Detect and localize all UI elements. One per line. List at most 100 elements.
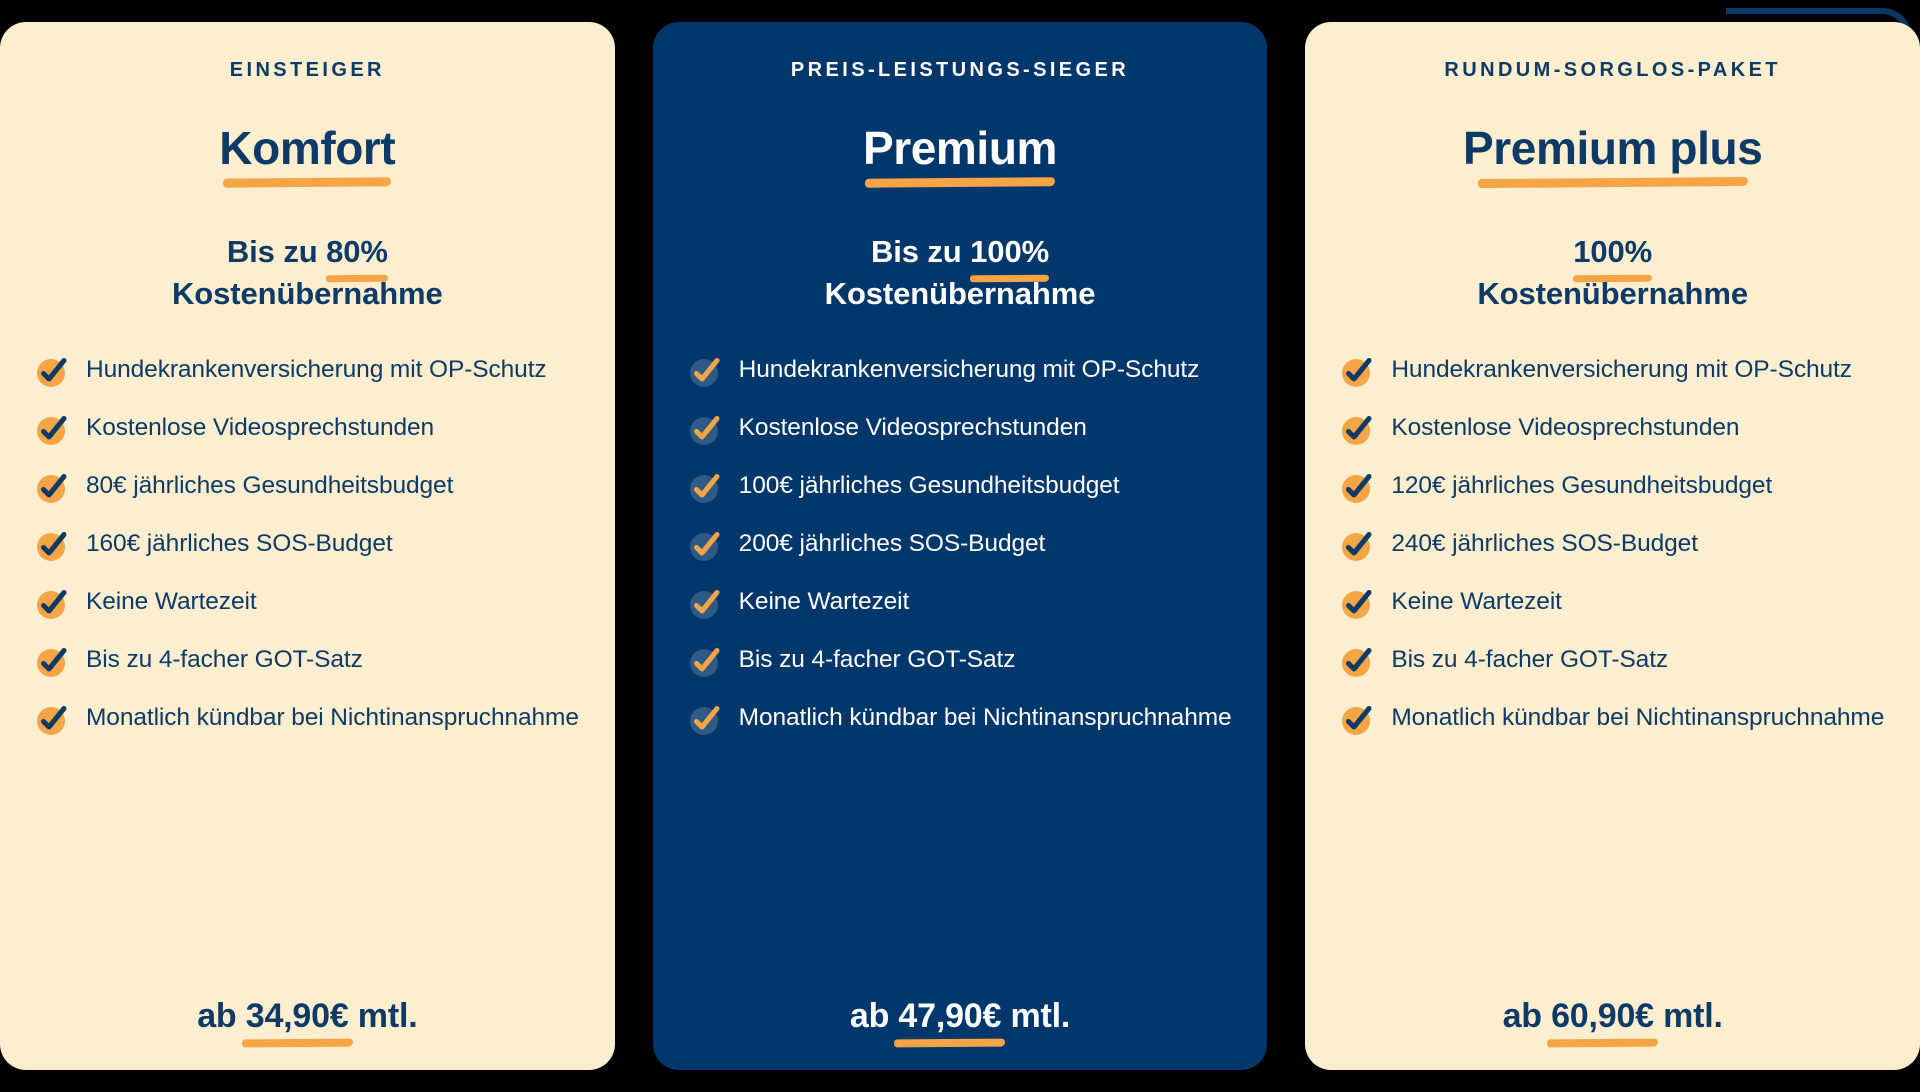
card-eyebrow: RUNDUM-SORGLOS-PAKET [1444, 59, 1781, 81]
price-prefix: ab [197, 997, 246, 1035]
list-item: 100€ jährliches Gesundheitsbudget [689, 468, 1260, 504]
check-icon [36, 354, 70, 388]
check-icon [689, 702, 723, 736]
feature-label: Hundekrankenversicherung mit OP-Schutz [1391, 355, 1852, 383]
list-item: 160€ jährliches SOS-Budget [36, 526, 607, 562]
check-icon [689, 644, 723, 678]
price-prefix: ab [849, 997, 899, 1035]
feature-list: Hundekrankenversicherung mit OP-Schutz K… [22, 352, 613, 758]
list-item: Bis zu 4-facher GOT-Satz [689, 642, 1260, 678]
list-item: 120€ jährliches Gesundheitsbudget [1341, 468, 1912, 504]
coverage-underline-brush [970, 274, 1050, 282]
coverage-prefix: Bis zu [870, 234, 971, 270]
price-suffix: mtl. [1001, 997, 1071, 1035]
price-text: ab 60,90€ mtl. [1502, 997, 1723, 1048]
price-amount: 47,90€ [898, 997, 1002, 1035]
coverage-highlight-group: 100% [1573, 231, 1653, 282]
feature-label: Monatlich kündbar bei Nichtinanspruchnah… [738, 703, 1232, 731]
coverage-underline-brush [1573, 274, 1653, 282]
check-icon [689, 528, 723, 562]
plan-title: Premium [862, 122, 1058, 174]
check-icon [1341, 528, 1375, 562]
check-icon [689, 412, 723, 446]
feature-list: Hundekrankenversicherung mit OP-Schutz K… [1327, 352, 1918, 758]
list-item: Hundekrankenversicherung mit OP-Schutz [36, 352, 607, 388]
list-item: Bis zu 4-facher GOT-Satz [1341, 642, 1912, 678]
check-icon [1341, 586, 1375, 620]
list-item: Monatlich kündbar bei Nichtinanspruchnah… [689, 700, 1260, 736]
price-amount: 60,90€ [1551, 997, 1654, 1035]
feature-label: Monatlich kündbar bei Nichtinanspruchnah… [1391, 703, 1885, 731]
price-text: ab 34,90€ mtl. [197, 997, 418, 1048]
check-icon [36, 528, 70, 562]
coverage-headline: 100% Kostenübernahme [1477, 231, 1748, 313]
check-icon [1341, 470, 1375, 504]
check-icon [1341, 702, 1375, 736]
coverage-prefix: Bis zu [226, 234, 327, 270]
feature-label: Hundekrankenversicherung mit OP-Schutz [86, 355, 547, 383]
feature-label: 80€ jährliches Gesundheitsbudget [86, 471, 454, 499]
check-icon [36, 702, 70, 736]
coverage-highlight: 100% [970, 234, 1050, 270]
price-suffix: mtl. [348, 997, 418, 1035]
check-icon [1341, 644, 1375, 678]
price-amount-group: 34,90€ [241, 997, 353, 1048]
price-block: ab 60,90€ mtl. [1502, 997, 1723, 1048]
price-suffix: mtl. [1653, 997, 1723, 1035]
list-item: Keine Wartezeit [36, 584, 607, 620]
list-item: Bis zu 4-facher GOT-Satz [36, 642, 607, 678]
pricing-card-komfort[interactable]: EINSTEIGER Komfort Bis zu 80% Kostenüber… [0, 22, 615, 1070]
check-icon [1341, 354, 1375, 388]
coverage-suffix: Kostenübernahme [172, 275, 443, 311]
plan-title: Premium plus [1462, 122, 1763, 174]
check-icon [689, 354, 723, 388]
feature-label: Keine Wartezeit [86, 587, 257, 615]
check-icon [689, 586, 723, 620]
feature-label: 200€ jährliches SOS-Budget [738, 529, 1046, 557]
list-item: 200€ jährliches SOS-Budget [689, 526, 1260, 562]
check-icon [36, 644, 70, 678]
feature-label: Bis zu 4-facher GOT-Satz [1391, 645, 1669, 673]
plan-title-group: Komfort [219, 122, 396, 188]
title-underline-brush [1477, 177, 1748, 189]
pricing-card-premium-plus[interactable]: RUNDUM-SORGLOS-PAKET Premium plus 100% K… [1305, 22, 1920, 1070]
list-item: Keine Wartezeit [1341, 584, 1912, 620]
title-underline-brush [865, 177, 1055, 189]
price-block: ab 47,90€ mtl. [849, 997, 1071, 1048]
coverage-highlight-group: 80% [326, 231, 388, 282]
coverage-headline: Bis zu 80% Kostenübernahme [172, 231, 443, 313]
feature-label: Kostenlose Videosprechstunden [86, 413, 435, 441]
list-item: Keine Wartezeit [689, 584, 1260, 620]
coverage-suffix: Kostenübernahme [824, 275, 1096, 311]
plan-title-group: Premium plus [1462, 122, 1763, 189]
feature-label: Kostenlose Videosprechstunden [1391, 413, 1740, 441]
coverage-headline: Bis zu 100% Kostenübernahme [825, 231, 1096, 313]
plan-title-group: Premium [862, 122, 1058, 189]
pricing-card-premium[interactable]: PREIS-LEISTUNGS-SIEGER Premium Bis zu 10… [652, 22, 1268, 1070]
coverage-highlight: 80% [326, 234, 388, 270]
feature-label: 240€ jährliches SOS-Budget [1391, 529, 1698, 557]
feature-label: Kostenlose Videosprechstunden [738, 413, 1087, 441]
list-item: 240€ jährliches SOS-Budget [1341, 526, 1912, 562]
plan-title: Komfort [219, 122, 396, 174]
coverage-underline-brush [326, 274, 388, 282]
feature-label: Bis zu 4-facher GOT-Satz [738, 645, 1016, 673]
list-item: Kostenlose Videosprechstunden [1341, 410, 1912, 446]
price-amount-group: 60,90€ [1547, 997, 1658, 1048]
check-icon [36, 412, 70, 446]
coverage-highlight: 100% [1573, 234, 1653, 270]
price-prefix: ab [1502, 997, 1552, 1035]
list-item: Kostenlose Videosprechstunden [36, 410, 607, 446]
check-icon [36, 586, 70, 620]
feature-label: Bis zu 4-facher GOT-Satz [86, 645, 363, 673]
list-item: Monatlich kündbar bei Nichtinanspruchnah… [1341, 700, 1912, 736]
card-eyebrow: EINSTEIGER [229, 59, 385, 81]
price-underline-brush [1547, 1038, 1658, 1048]
list-item: Kostenlose Videosprechstunden [689, 410, 1260, 446]
check-icon [689, 470, 723, 504]
feature-label: Keine Wartezeit [738, 587, 910, 615]
title-underline-brush [223, 177, 392, 188]
price-underline-brush [894, 1038, 1006, 1048]
feature-label: 120€ jährliches Gesundheitsbudget [1391, 471, 1773, 499]
